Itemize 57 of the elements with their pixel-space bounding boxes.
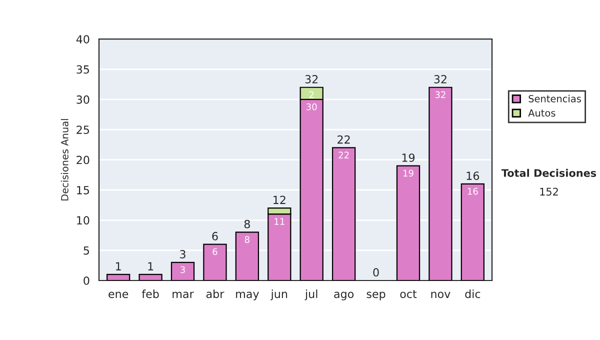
total-label: 32 (305, 75, 318, 84)
y-tick-label: 25 (76, 126, 89, 134)
data-label: 2 (309, 91, 314, 98)
y-tick-label: 40 (76, 35, 90, 44)
total-label: 0 (373, 268, 379, 277)
x-tick-label: jul (304, 290, 318, 300)
total-label: 19 (402, 153, 415, 162)
total-label: 1 (116, 262, 121, 270)
total-label: 16 (466, 172, 480, 180)
x-tick-label: jun (270, 290, 288, 300)
data-label: 6 (212, 248, 218, 256)
x-tick-label: oct (400, 290, 417, 298)
bar (203, 244, 227, 280)
x-tick-label: nov (431, 292, 450, 298)
x-tick-label: feb (142, 290, 159, 298)
data-label: 30 (306, 103, 317, 110)
bar (235, 232, 260, 280)
y-tick-label: 15 (77, 186, 89, 194)
text: 152 (540, 188, 558, 196)
x-tick-label: may (236, 292, 259, 300)
data-label: 11 (274, 218, 284, 225)
y-tick-label: 5 (84, 246, 89, 255)
bar (170, 262, 195, 280)
y-tick-label: 0 (84, 276, 90, 285)
x-tick-label: ene (108, 292, 128, 298)
bar (396, 165, 420, 280)
x-tick-label: ago (334, 292, 354, 300)
y-axis-title: Decisiones Anual (60, 119, 68, 200)
total-label: 32 (434, 75, 446, 84)
x-tick-label: dic (465, 290, 480, 298)
legend-label: Sentencias (528, 94, 581, 102)
bar (428, 86, 452, 280)
data-label: 32 (435, 91, 446, 98)
x-tick-label: abr (206, 290, 224, 298)
data-label: 19 (403, 170, 414, 177)
total-label: 12 (274, 196, 286, 204)
data-label: 22 (338, 152, 349, 158)
bar (138, 274, 162, 280)
legend-label: Autos (528, 109, 556, 117)
total-label: 6 (212, 232, 218, 240)
data-label: 8 (244, 236, 250, 243)
total-label: 1 (148, 262, 154, 270)
total-label: 8 (244, 220, 250, 228)
total-label: 22 (338, 135, 350, 144)
y-tick-label: 35 (76, 65, 89, 74)
data-label: 3 (180, 266, 185, 274)
bar (460, 183, 484, 280)
data-label: 16 (468, 188, 478, 195)
x-tick-label: sep (366, 292, 386, 300)
bar (106, 274, 130, 280)
bar (332, 147, 356, 280)
y-tick-label: 10 (77, 216, 90, 225)
y-tick-label: 30 (76, 95, 90, 104)
text: Total Decisiones (501, 168, 596, 177)
total-label: 3 (180, 250, 186, 258)
x-tick-label: mar (172, 292, 194, 298)
y-tick-label: 20 (76, 156, 90, 164)
